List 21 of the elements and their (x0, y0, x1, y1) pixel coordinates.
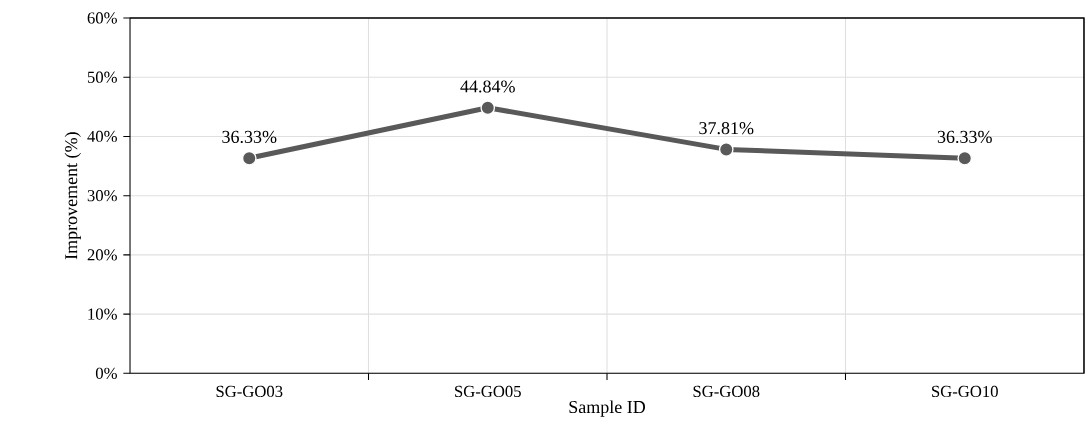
x-tick-label: SG-GO08 (693, 385, 760, 398)
y-tick-label: 60% (87, 12, 117, 24)
y-tick-label: 20% (87, 249, 117, 261)
point (480, 100, 496, 116)
x-tick-label: SG-GO10 (932, 385, 998, 398)
point (718, 142, 734, 157)
y-tick-label: 50% (87, 71, 117, 83)
y-tick-label: 0% (95, 367, 117, 379)
point (957, 150, 973, 166)
text: 36.33% (937, 130, 992, 144)
y-tick-label: 10% (88, 308, 117, 320)
text: 36.33% (222, 130, 277, 144)
y-tick-label: 40% (87, 130, 117, 143)
text: 37.81% (699, 122, 754, 135)
point (241, 150, 257, 166)
text: 44.84% (460, 80, 515, 93)
x-tick-label: SG-GO05 (455, 385, 521, 398)
x-axis-title: Sample ID (569, 400, 646, 417)
x-tick-label: SG-GO03 (216, 385, 283, 398)
y-axis-title: Improvement (%) (64, 132, 81, 260)
y-tick-label: 30% (87, 190, 117, 202)
